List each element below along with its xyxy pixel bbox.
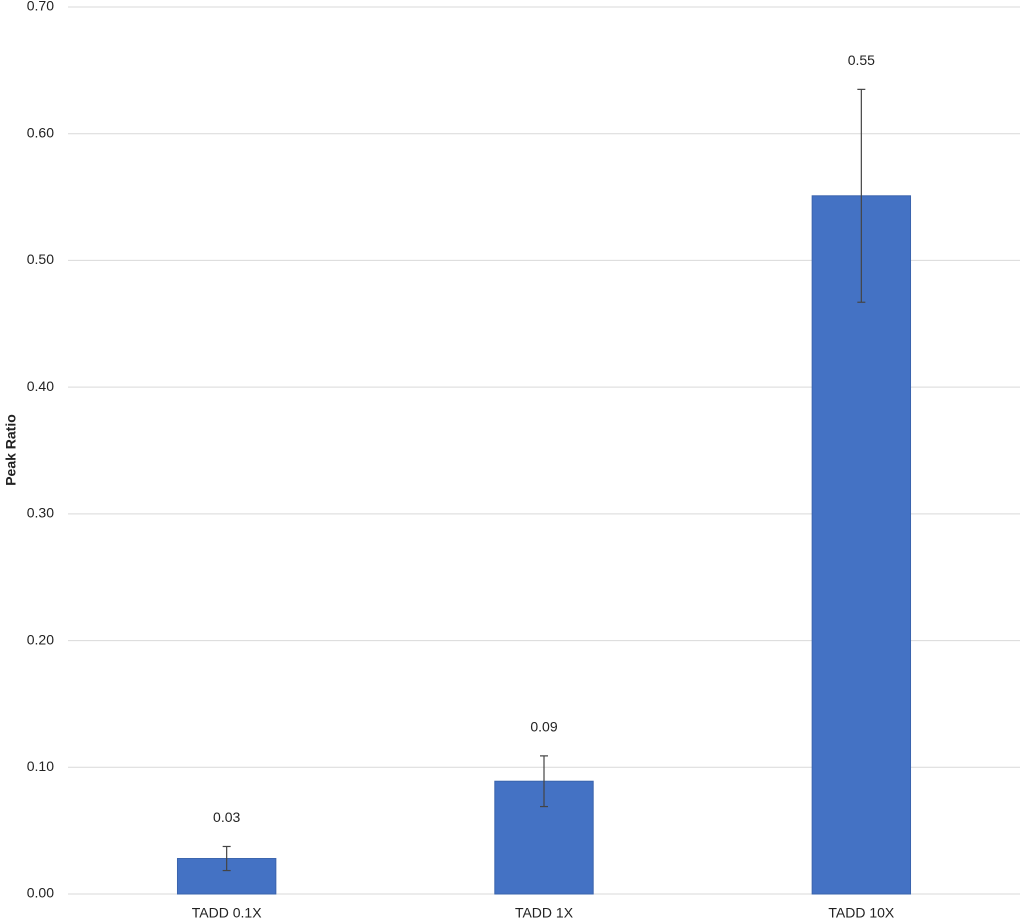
data-label: 0.03 — [213, 809, 240, 825]
y-tick-label: 0.70 — [27, 0, 54, 14]
error-bar — [857, 88, 866, 303]
x-tick-label: TADD 1X — [515, 905, 574, 921]
x-tick-label: TADD 0.1X — [192, 905, 262, 921]
y-tick-label: 0.50 — [27, 251, 54, 267]
y-axis-label: Peak Ratio — [3, 414, 19, 486]
y-tick-label: 0.00 — [27, 885, 54, 901]
data-label: 0.09 — [530, 719, 557, 735]
y-tick-label: 0.20 — [27, 631, 54, 647]
y-tick-label: 0.10 — [27, 758, 54, 774]
data-label: 0.55 — [848, 52, 875, 68]
y-tick-label: 0.30 — [27, 505, 54, 521]
y-tick-label: 0.40 — [27, 378, 54, 394]
y-tick-label: 0.60 — [27, 124, 54, 140]
error-bar — [540, 755, 548, 808]
error-bar — [222, 845, 231, 872]
x-tick-label: TADD 10X — [828, 905, 895, 921]
bar — [811, 195, 912, 895]
